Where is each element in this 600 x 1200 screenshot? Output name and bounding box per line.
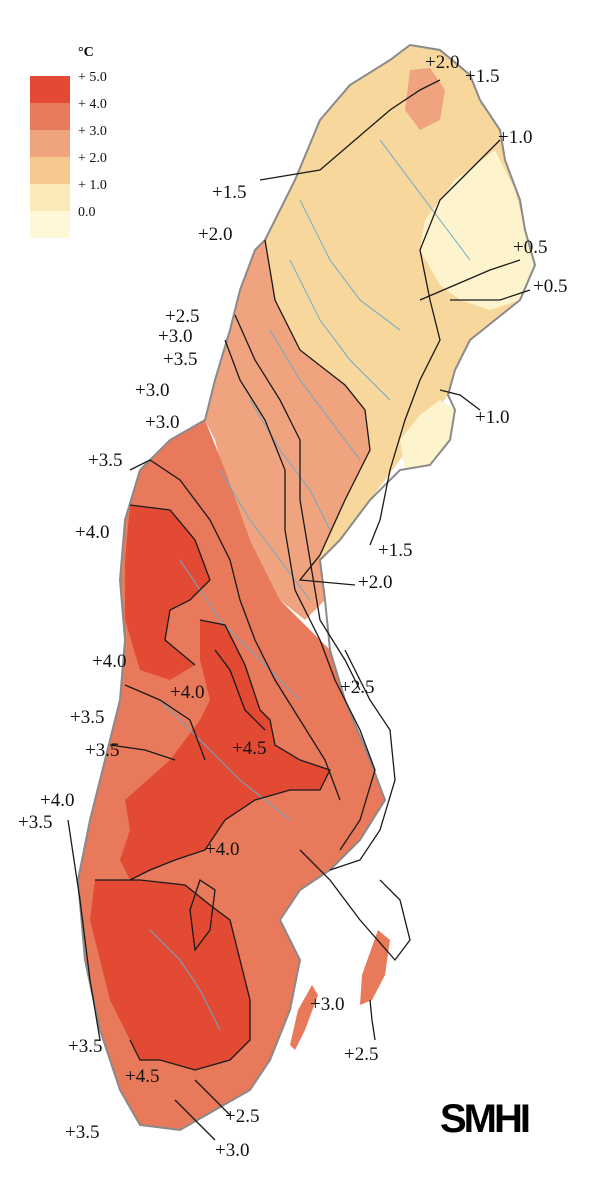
iso-label: +2.0: [425, 52, 459, 73]
smhi-logo: SMHI: [440, 1097, 529, 1141]
legend-swatch: [30, 184, 70, 211]
legend-label: + 1.0: [78, 178, 107, 193]
iso-label: +2.0: [198, 224, 232, 245]
legend-label: + 2.0: [78, 151, 107, 166]
legend-swatch: [30, 211, 70, 238]
iso-label: +3.5: [18, 812, 52, 833]
iso-label: +2.5: [225, 1106, 259, 1127]
iso-label: +3.5: [68, 1036, 102, 1057]
iso-label: +3.5: [65, 1122, 99, 1143]
iso-label: +1.0: [475, 407, 509, 428]
rivers: [149, 139, 471, 1031]
iso-label: +0.5: [513, 237, 547, 258]
legend-swatch: [30, 130, 70, 157]
iso-label: +2.5: [340, 677, 374, 698]
iso-label: +3.0: [145, 412, 179, 433]
iso-label: +2.5: [344, 1044, 378, 1065]
iso-label: +3.0: [135, 380, 169, 401]
iso-label: +3.0: [310, 994, 344, 1015]
iso-label: +3.0: [215, 1140, 249, 1161]
zone-4-5-north: [125, 505, 210, 680]
legend-swatch: [30, 103, 70, 130]
iso-label: +1.5: [212, 182, 246, 203]
zone-2-3: [205, 240, 370, 620]
sweden-map: [67, 43, 537, 1141]
iso-label: +1.0: [498, 127, 532, 148]
iso-label: +4.0: [205, 839, 239, 860]
legend: °C + 5.0 + 4.0 + 3.0 + 2.0 + 1.0 0.0: [30, 45, 107, 238]
iso-label: +3.0: [158, 326, 192, 347]
legend-label: + 5.0: [78, 70, 107, 85]
island-oland: [290, 985, 318, 1050]
iso-label: +3.5: [88, 450, 122, 471]
zone-4-5-central: [120, 620, 330, 880]
iso-label: +4.0: [170, 682, 204, 703]
legend-swatches: + 5.0 + 4.0 + 3.0 + 2.0 + 1.0 0.0: [30, 70, 107, 238]
iso-label: +1.5: [465, 66, 499, 87]
iso-label: +4.0: [92, 651, 126, 672]
iso-label: +4.0: [40, 790, 74, 811]
iso-label: +3.5: [70, 707, 104, 728]
iso-label: +4.5: [125, 1066, 159, 1087]
iso-label: +3.5: [85, 740, 119, 761]
iso-label: +4.5: [232, 738, 266, 759]
iso-label: +2.0: [358, 572, 392, 593]
zone-near-0: [420, 150, 535, 310]
legend-label: + 4.0: [78, 97, 107, 112]
coastline: [76, 43, 537, 1132]
zone-far-north: [405, 68, 445, 130]
legend-swatch: [30, 157, 70, 184]
isotherm-lines: [67, 79, 531, 1141]
legend-unit: °C: [78, 45, 94, 60]
isotherm-labels: +2.0 +1.5 +1.0 +1.5 +2.0 +0.5 +0.5 +2.5 …: [18, 52, 567, 1161]
island-gotland: [360, 930, 390, 1005]
legend-swatch: [30, 76, 70, 103]
iso-label: +1.5: [378, 540, 412, 561]
legend-label: 0.0: [78, 205, 96, 220]
iso-label: +3.5: [163, 349, 197, 370]
iso-label: +0.5: [533, 276, 567, 297]
legend-label: + 3.0: [78, 124, 107, 139]
iso-label: +4.0: [75, 522, 109, 543]
zone-coast-pale: [400, 400, 455, 470]
iso-label: +2.5: [165, 306, 199, 327]
